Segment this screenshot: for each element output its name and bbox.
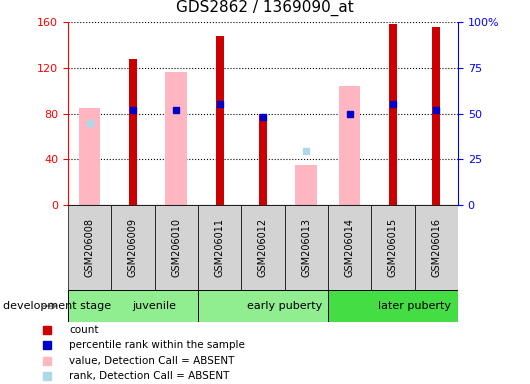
Text: GDS2862 / 1369090_at: GDS2862 / 1369090_at <box>176 0 354 16</box>
Bar <box>68 290 198 322</box>
Text: early puberty: early puberty <box>247 301 322 311</box>
Text: GSM206011: GSM206011 <box>215 218 225 277</box>
Bar <box>285 205 328 290</box>
Text: GSM206009: GSM206009 <box>128 218 138 277</box>
Text: GSM206013: GSM206013 <box>302 218 311 277</box>
Bar <box>129 59 137 205</box>
Text: juvenile: juvenile <box>132 301 176 311</box>
Bar <box>155 205 198 290</box>
Bar <box>198 205 241 290</box>
Text: rank, Detection Call = ABSENT: rank, Detection Call = ABSENT <box>69 371 229 381</box>
Text: GSM206015: GSM206015 <box>388 218 398 277</box>
Text: percentile rank within the sample: percentile rank within the sample <box>69 340 245 350</box>
Text: value, Detection Call = ABSENT: value, Detection Call = ABSENT <box>69 356 235 366</box>
Bar <box>328 290 458 322</box>
Text: GSM206008: GSM206008 <box>85 218 95 277</box>
Bar <box>216 36 224 205</box>
Text: development stage: development stage <box>3 301 111 311</box>
Bar <box>328 205 372 290</box>
Bar <box>259 114 267 205</box>
Bar <box>198 290 328 322</box>
Bar <box>414 205 458 290</box>
Bar <box>111 205 155 290</box>
Text: later puberty: later puberty <box>378 301 451 311</box>
Bar <box>389 24 397 205</box>
Text: GSM206014: GSM206014 <box>344 218 355 277</box>
Bar <box>296 165 317 205</box>
Text: GSM206012: GSM206012 <box>258 218 268 277</box>
Bar <box>372 205 414 290</box>
Bar <box>241 205 285 290</box>
Bar <box>339 86 360 205</box>
Text: GSM206010: GSM206010 <box>171 218 181 277</box>
Text: count: count <box>69 325 99 335</box>
Bar <box>165 72 187 205</box>
Bar <box>432 26 440 205</box>
Bar <box>68 205 111 290</box>
Text: GSM206016: GSM206016 <box>431 218 441 277</box>
Bar <box>79 108 101 205</box>
